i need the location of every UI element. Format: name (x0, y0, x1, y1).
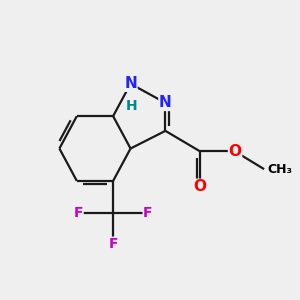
Text: F: F (108, 237, 118, 251)
Text: F: F (143, 206, 153, 220)
Text: F: F (74, 206, 83, 220)
Text: N: N (159, 95, 172, 110)
Text: CH₃: CH₃ (267, 163, 292, 176)
Text: H: H (126, 99, 137, 113)
Text: O: O (229, 144, 242, 159)
Text: O: O (194, 179, 207, 194)
Text: N: N (124, 76, 137, 91)
